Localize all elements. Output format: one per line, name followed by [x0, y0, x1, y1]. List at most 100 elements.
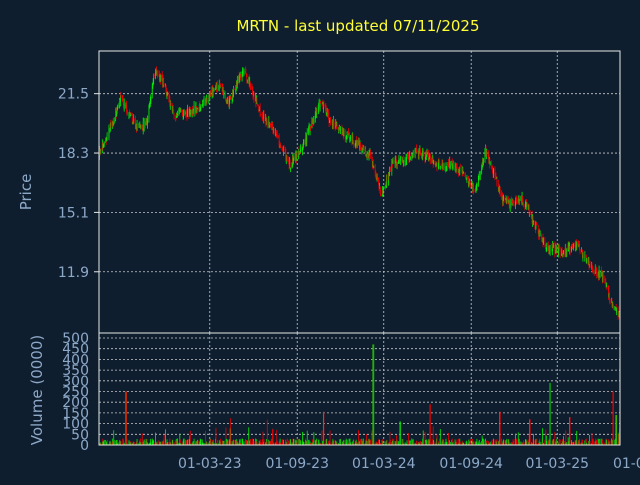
candle-body: [190, 113, 192, 115]
candle-body: [316, 109, 318, 113]
candle-body: [312, 121, 313, 124]
candle-body: [442, 163, 444, 169]
candle-body: [108, 127, 110, 138]
candle-body: [429, 155, 430, 160]
candle-body: [423, 151, 425, 156]
candle-body: [365, 155, 367, 157]
candle-body: [290, 167, 291, 169]
candle-body: [286, 158, 288, 160]
candle-body: [364, 149, 366, 151]
candle-body: [148, 106, 150, 120]
candle-body: [548, 246, 550, 251]
candle-body: [461, 166, 463, 171]
candle-body: [240, 76, 242, 78]
candle-body: [481, 165, 483, 168]
candle-body: [491, 164, 493, 168]
candle-body: [552, 245, 553, 251]
candle-body: [519, 199, 521, 201]
candle-body: [413, 153, 415, 157]
candle-body: [585, 256, 587, 264]
candle-body: [375, 175, 377, 177]
candle-body: [468, 181, 470, 182]
candle-body: [127, 113, 128, 115]
candle-body: [265, 118, 267, 123]
candle-body: [294, 156, 296, 160]
candle-body: [315, 109, 317, 115]
candle-body: [541, 239, 543, 242]
candle-body: [402, 157, 404, 163]
candle-body: [484, 149, 486, 161]
candle-body: [113, 123, 115, 125]
candle-body: [564, 248, 566, 253]
candle-body: [292, 158, 294, 162]
candle-body: [436, 162, 437, 164]
candle-body: [425, 153, 426, 159]
candle-body: [374, 166, 376, 174]
candle-body: [465, 177, 467, 180]
candle-body: [147, 119, 148, 125]
candle-body: [516, 200, 518, 203]
candle-body: [205, 100, 207, 102]
candle-body: [584, 255, 586, 256]
candle-body: [206, 97, 208, 101]
candle-body: [276, 134, 278, 136]
candle-body: [229, 96, 231, 99]
candle-body: [464, 172, 466, 175]
candle-body: [103, 143, 105, 146]
candle-body: [202, 101, 204, 105]
candle-body: [548, 248, 550, 251]
candle-body: [403, 162, 405, 163]
candle-body: [451, 161, 453, 168]
candle-body: [609, 293, 610, 301]
candle-body: [155, 71, 156, 77]
candle-body: [280, 146, 281, 148]
candle-body: [536, 224, 538, 226]
candle-body: [537, 225, 539, 234]
candle-body: [135, 124, 137, 129]
candle-body: [326, 113, 328, 115]
candle-body: [411, 156, 413, 158]
candle-body: [554, 245, 556, 253]
candle-body: [469, 181, 471, 187]
candle-body: [555, 249, 557, 253]
candle-body: [334, 125, 336, 128]
candle-body: [315, 109, 317, 114]
candle-body: [198, 107, 200, 109]
price-tick-label: 21.5: [58, 87, 89, 103]
candle-body: [562, 253, 564, 256]
candle-body: [109, 127, 110, 132]
candle-body: [250, 87, 251, 88]
candle-body: [605, 282, 607, 284]
candle-body: [452, 163, 454, 167]
candle-body: [276, 133, 278, 135]
candle-body: [466, 176, 468, 180]
candle-body: [120, 96, 122, 97]
candle-body: [439, 166, 441, 169]
candle-body: [173, 113, 175, 117]
candle-body: [189, 110, 191, 115]
candle-body: [582, 255, 584, 258]
candle-body: [185, 111, 187, 114]
candle-body: [416, 148, 417, 151]
candle-body: [301, 148, 303, 151]
candle-body: [561, 249, 562, 256]
candle-body: [322, 101, 323, 104]
candle-body: [406, 154, 408, 158]
candle-body: [278, 135, 280, 138]
candle-body: [292, 158, 293, 166]
candle-body: [259, 106, 261, 110]
candle-body: [542, 238, 544, 244]
candle-body: [211, 88, 213, 96]
candle-body: [219, 86, 221, 88]
candle-body: [268, 120, 270, 127]
candle-body: [618, 316, 619, 317]
candle-body: [177, 113, 178, 116]
candle-body: [139, 124, 140, 127]
candle-body: [551, 250, 553, 251]
candle-body: [592, 268, 594, 272]
candle-body: [571, 249, 572, 251]
candle-body: [373, 166, 375, 168]
candle-body: [262, 115, 263, 117]
